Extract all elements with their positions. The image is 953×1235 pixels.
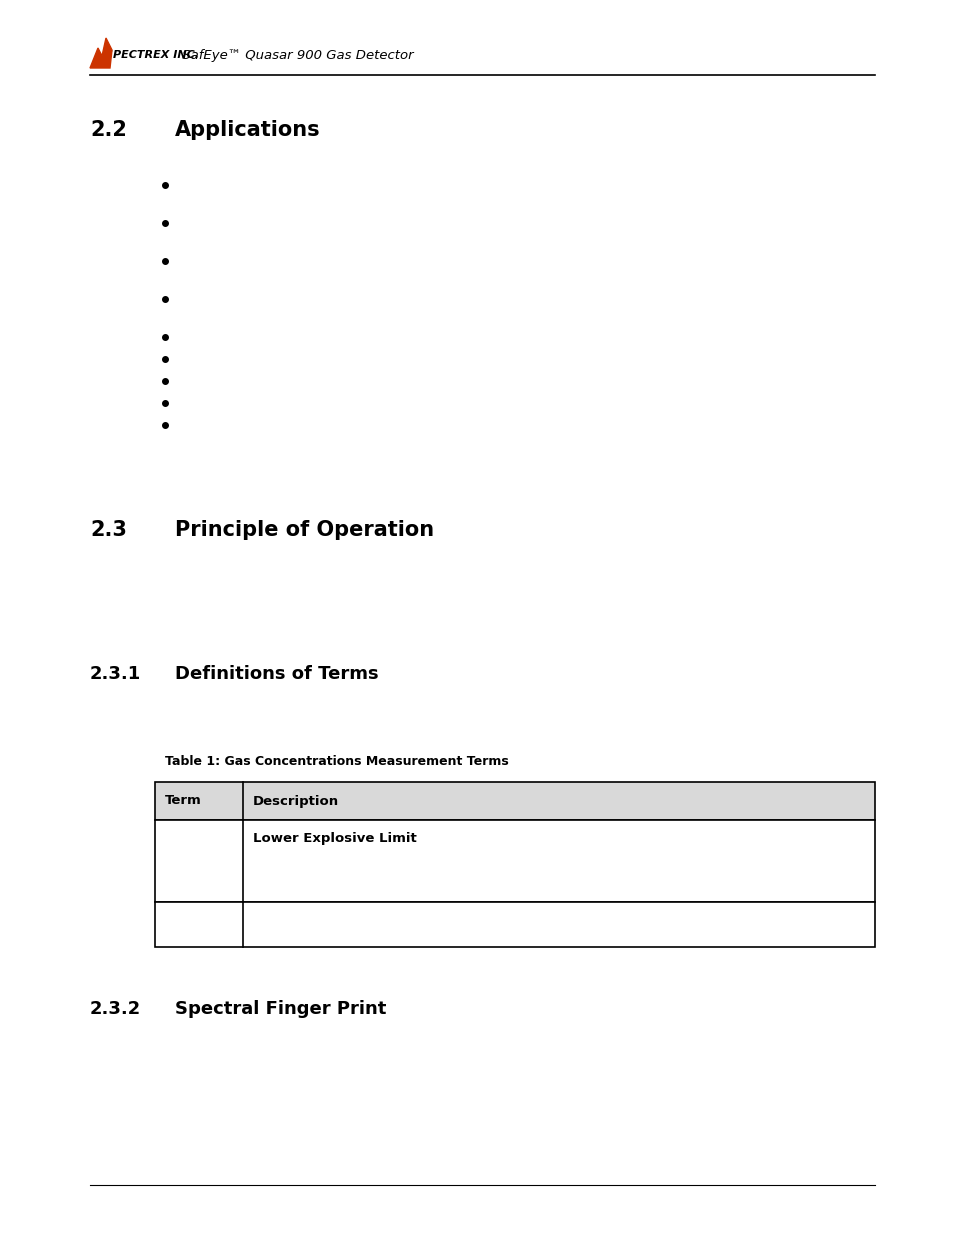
Text: SafEye™ Quasar 900 Gas Detector: SafEye™ Quasar 900 Gas Detector [178,48,414,62]
Text: 2.3.2: 2.3.2 [90,1000,141,1018]
Text: Principle of Operation: Principle of Operation [174,520,434,540]
Text: Lower Explosive Limit: Lower Explosive Limit [253,832,416,845]
Bar [154,820,874,902]
Text: Definitions of Terms: Definitions of Terms [174,664,378,683]
Text: SPECTREX INC.: SPECTREX INC. [105,49,199,61]
Text: 2.3: 2.3 [90,520,127,540]
Text: Table 1: Gas Concentrations Measurement Terms: Table 1: Gas Concentrations Measurement … [165,755,508,768]
Text: 2.2: 2.2 [90,120,127,140]
Text: Spectral Finger Print: Spectral Finger Print [174,1000,386,1018]
Bar [154,782,874,820]
Bar [154,902,874,947]
Polygon shape [90,38,112,68]
Text: Applications: Applications [174,120,320,140]
Text: Description: Description [253,794,338,808]
Text: 2.3.1: 2.3.1 [90,664,141,683]
Text: Term: Term [165,794,201,808]
